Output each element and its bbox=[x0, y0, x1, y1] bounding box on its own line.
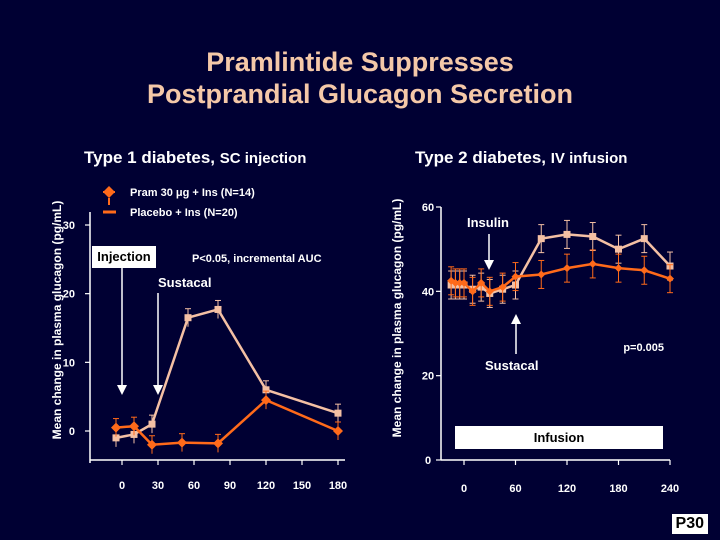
panel2-x-tick-label: 60 bbox=[509, 483, 521, 495]
panel1-x-tick-label: 120 bbox=[257, 480, 275, 492]
panel2-pram-point bbox=[640, 266, 649, 275]
panel2-pram-point bbox=[563, 264, 571, 273]
panel2-pram-point bbox=[477, 278, 486, 287]
panel2-y-tick-label: 0 bbox=[425, 455, 431, 467]
panel2-pram-point bbox=[511, 272, 520, 281]
panel1-x-tick-label: 0 bbox=[119, 480, 125, 492]
panel1-x-tick-label: 90 bbox=[224, 480, 236, 492]
panel1-placebo-point bbox=[214, 305, 222, 313]
infusion-label: Infusion bbox=[455, 426, 663, 449]
panel2-placebo-point bbox=[640, 235, 648, 243]
panel2-sustacal-arrow-head bbox=[511, 314, 521, 324]
panel1-pram-point bbox=[261, 395, 271, 406]
panel1-pram-point bbox=[213, 438, 223, 449]
panel2-pvalue-label: p=0.005 bbox=[623, 342, 664, 354]
panel1-pram-point bbox=[111, 422, 121, 433]
panel2-pram-point bbox=[614, 264, 623, 273]
legend-pram-label: Pram 30 μg + Ins (N=14) bbox=[130, 187, 255, 199]
panel1-placebo-point bbox=[112, 434, 120, 442]
panel1-y-tick-label: 20 bbox=[63, 289, 75, 301]
slide-code: P30 bbox=[671, 514, 708, 534]
panel-title-type1-main: Type 1 diabetes, bbox=[84, 148, 216, 167]
panel1-y-tick-label: 0 bbox=[69, 426, 75, 438]
panel2-pram-point bbox=[455, 278, 464, 287]
panel1-x-tick-label: 180 bbox=[329, 480, 347, 492]
slide-title-line-1: Pramlintide Suppresses bbox=[206, 47, 514, 77]
panel1-pram-point bbox=[129, 421, 139, 432]
panel-title-type2-main: Type 2 diabetes, bbox=[415, 148, 547, 167]
panel2-insulin-label: Insulin bbox=[467, 215, 509, 230]
panel2-sustacal-label: Sustacal bbox=[485, 358, 538, 373]
panel2-pram-point bbox=[588, 259, 597, 268]
panel2-pram-point bbox=[485, 287, 494, 296]
panel1-y-tick-label: 30 bbox=[63, 220, 75, 232]
panel-title-type2-suffix: IV infusion bbox=[550, 150, 628, 167]
panel2-y-axis-label: Mean change in plasma glucagon (pg/mL) bbox=[390, 199, 404, 438]
panel1-injection-arrow-head bbox=[117, 385, 127, 395]
panel2-pram-point bbox=[460, 278, 468, 287]
panel2-x-tick-label: 0 bbox=[461, 483, 467, 495]
panel1-placebo-point bbox=[184, 314, 192, 322]
panel1-y-axis-label: Mean change in plasma glucagon (pg/mL) bbox=[50, 201, 64, 440]
panel1-x-tick-label: 30 bbox=[152, 480, 164, 492]
panel1-pram-point bbox=[333, 426, 343, 436]
panel-title-type2: Type 2 diabetes, IV infusion bbox=[415, 148, 627, 168]
panel2-placebo-point bbox=[615, 245, 622, 253]
panel1-x-tick-label: 150 bbox=[293, 480, 311, 492]
panel1-placebo-line bbox=[115, 308, 339, 440]
panel2-pram-point bbox=[498, 283, 507, 292]
panel2-y-tick-label: 60 bbox=[422, 202, 434, 214]
panel1-x-tick-label: 60 bbox=[188, 480, 200, 492]
panel2-y-tick-label: 40 bbox=[422, 286, 434, 298]
panel2-pram-point bbox=[666, 274, 674, 283]
panel1-placebo-point bbox=[148, 420, 156, 428]
panel1-placebo-point bbox=[262, 386, 270, 394]
panel-title-type1-suffix: SC injection bbox=[219, 150, 307, 167]
panel2-pram-point bbox=[468, 287, 477, 296]
panel1-placebo-point bbox=[334, 409, 342, 417]
panel2-pram-point bbox=[537, 270, 546, 279]
panel2-x-tick-label: 180 bbox=[609, 483, 627, 495]
panel2-x-tick-label: 240 bbox=[661, 483, 679, 495]
panel2-placebo-point bbox=[537, 235, 545, 243]
injection-label: Injection bbox=[92, 246, 156, 268]
panel1-sustacal-label: Sustacal bbox=[158, 275, 211, 290]
panel2-insulin-arrow-head bbox=[484, 260, 494, 270]
legend-placebo-label: Placebo + Ins (N=20) bbox=[130, 207, 238, 219]
panel2-placebo-point bbox=[589, 233, 597, 241]
panel2-y-tick-label: 20 bbox=[422, 371, 434, 383]
panel1-y-tick-label: 10 bbox=[63, 357, 75, 369]
panel1-pvalue-label: P<0.05, incremental AUC bbox=[192, 253, 322, 265]
panel2-pram-line bbox=[450, 262, 671, 294]
panel2-placebo-point bbox=[563, 230, 571, 238]
panel2-pram-point bbox=[451, 278, 460, 287]
panel1-pram-point bbox=[177, 437, 187, 448]
slide-title: Pramlintide Suppresses Postprandial Gluc… bbox=[0, 46, 720, 110]
slide-title-line-2: Postprandial Glucagon Secretion bbox=[146, 79, 574, 109]
panel2-x-tick-label: 120 bbox=[558, 483, 576, 495]
panel1-sustacal-arrow-head bbox=[153, 385, 163, 395]
panel-title-type1: Type 1 diabetes, SC injection bbox=[84, 148, 306, 168]
panel1-pram-point bbox=[147, 439, 157, 450]
